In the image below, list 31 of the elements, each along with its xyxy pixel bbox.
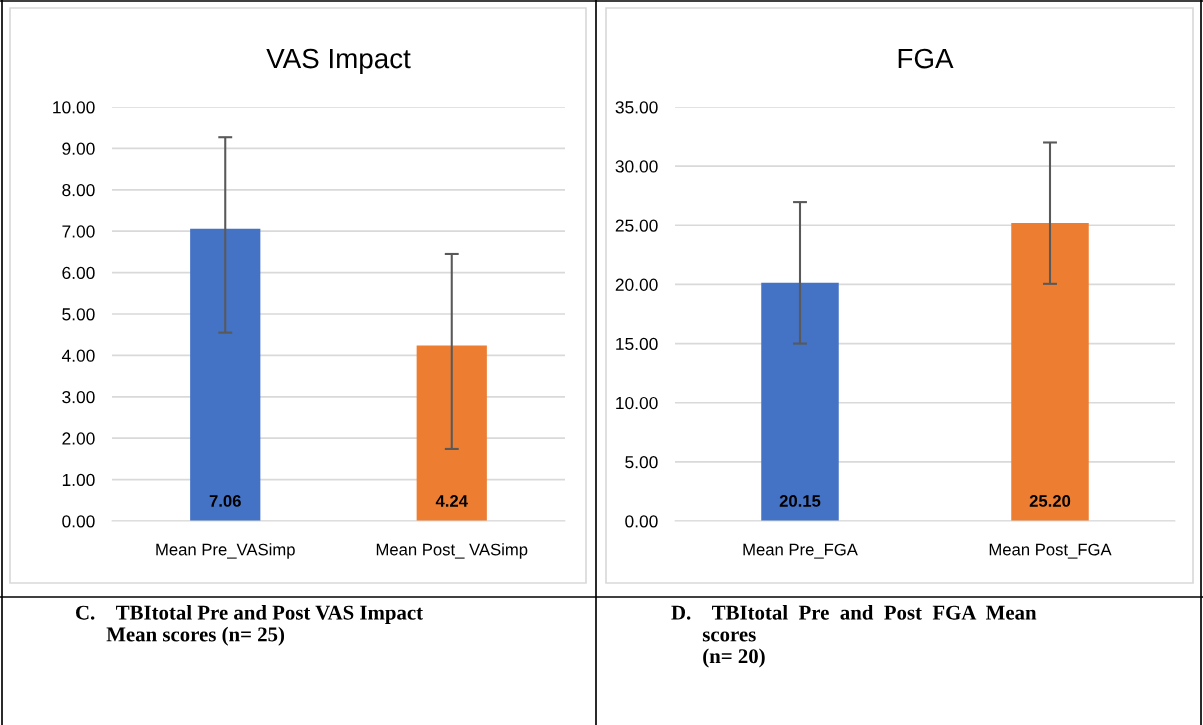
y-tick-label: 0.00 bbox=[62, 515, 95, 528]
text: D. TBItotal Pre and Post FGA Mean scores (n= 20) bbox=[671, 605, 1037, 668]
y-tick-label: 5.00 bbox=[62, 308, 95, 321]
y-tick-label: 3.00 bbox=[62, 390, 95, 404]
y-tick-label: 25.00 bbox=[615, 219, 658, 232]
text: C. TBItotal Pre and Post VAS Impact Mean scores (n= 25) bbox=[76, 605, 423, 646]
chart-title: VAS Impact bbox=[266, 48, 411, 74]
y-tick-label: 1.00 bbox=[62, 473, 95, 487]
y-tick-label: 9.00 bbox=[62, 142, 95, 155]
y-tick-label: 7.00 bbox=[62, 225, 95, 238]
y-tick-label: 2.00 bbox=[62, 432, 95, 445]
data-label: 20.15 bbox=[779, 495, 821, 507]
data-label: 25.20 bbox=[1029, 495, 1071, 507]
y-tick-label: 0.00 bbox=[625, 515, 658, 528]
y-tick-label: 6.00 bbox=[62, 266, 95, 280]
y-tick-label: 5.00 bbox=[625, 456, 658, 469]
y-tick-label: 35.00 bbox=[615, 101, 658, 114]
x-tick-label: Mean Pre_VASimp bbox=[156, 543, 295, 559]
y-tick-label: 10.00 bbox=[53, 101, 95, 114]
chart-title: FGA bbox=[898, 48, 954, 69]
x-tick-label: Mean Post_FGA bbox=[989, 543, 1112, 559]
y-tick-label: 4.00 bbox=[61, 349, 95, 362]
y-tick-label: 20.00 bbox=[615, 278, 658, 291]
x-tick-label: Mean Pre_FGA bbox=[743, 543, 858, 559]
x-tick-label: Mean Post_ VASimp bbox=[376, 543, 528, 559]
data-label: 7.06 bbox=[209, 495, 241, 507]
y-tick-label: 15.00 bbox=[616, 337, 658, 351]
y-tick-label: 30.00 bbox=[615, 160, 658, 173]
data-label: 4.24 bbox=[435, 495, 468, 507]
y-tick-label: 8.00 bbox=[62, 183, 95, 197]
y-tick-label: 10.00 bbox=[616, 396, 658, 410]
